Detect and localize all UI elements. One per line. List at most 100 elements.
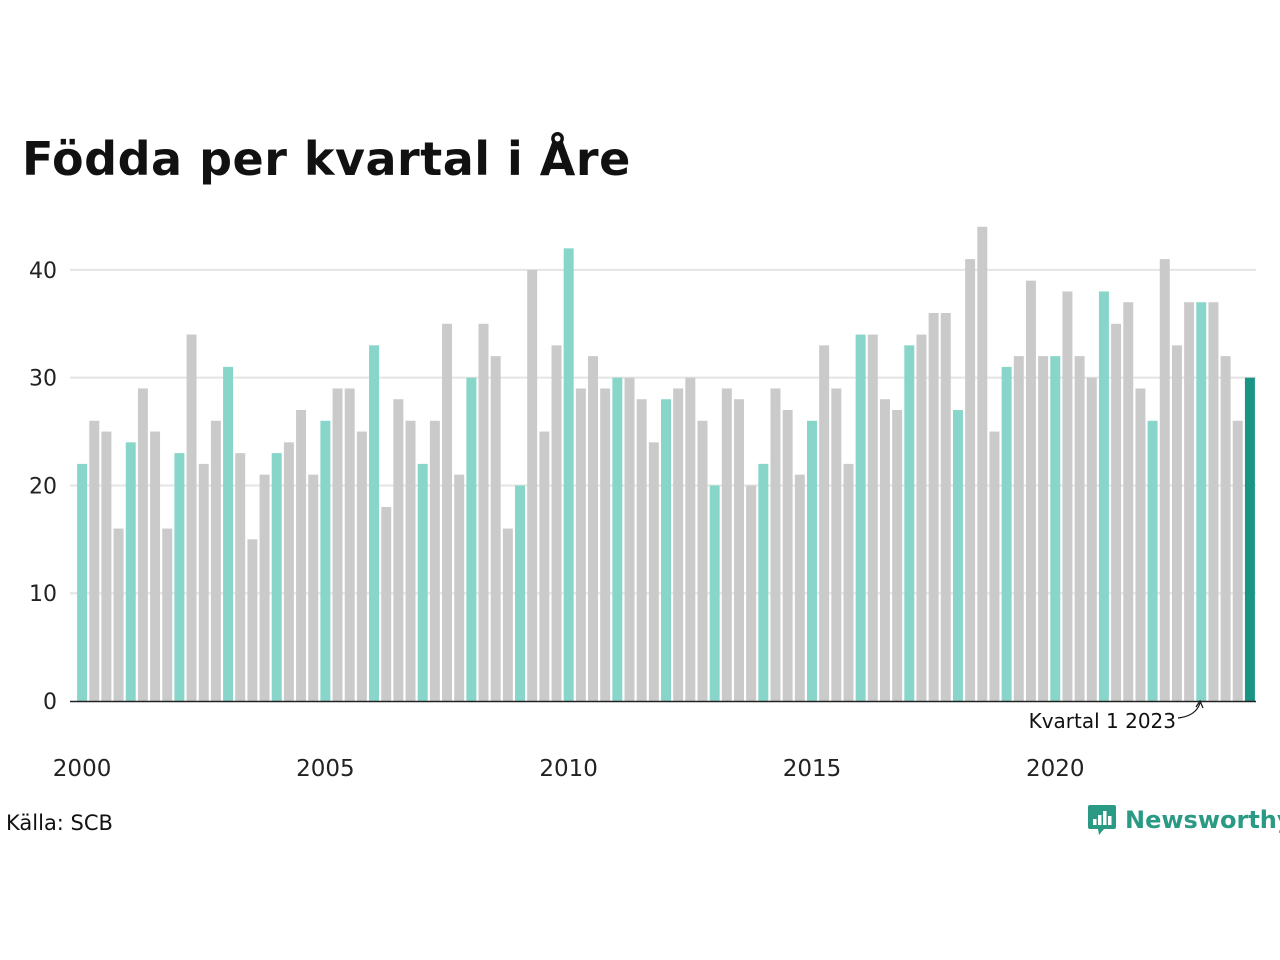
bar <box>125 442 136 701</box>
bar <box>770 388 781 701</box>
bar <box>819 345 830 701</box>
bar <box>600 388 611 701</box>
bar <box>843 463 854 701</box>
bar <box>551 345 562 701</box>
bar <box>478 323 489 701</box>
bar <box>186 334 197 701</box>
bar <box>794 474 805 701</box>
bar <box>661 399 671 701</box>
bar <box>1196 302 1207 701</box>
bar <box>174 453 185 701</box>
bar <box>879 399 890 701</box>
x-tick-label: 2010 <box>539 756 598 782</box>
bar <box>77 463 88 701</box>
bar <box>758 463 769 701</box>
y-axis-ticks: 0 10 20 30 40 <box>29 259 57 715</box>
bar <box>940 313 951 701</box>
bar <box>916 334 927 701</box>
x-tick-label: 2005 <box>296 756 355 782</box>
bar <box>332 388 343 701</box>
bar <box>867 334 878 701</box>
bar <box>381 507 392 701</box>
chart-title: Födda per kvartal i Åre <box>22 132 631 186</box>
bar <box>369 345 380 701</box>
bar <box>588 356 598 701</box>
bar <box>308 474 319 701</box>
bar <box>454 474 465 701</box>
bar <box>1159 259 1170 701</box>
bar <box>247 539 258 701</box>
bar <box>928 313 939 701</box>
bar <box>1147 420 1158 701</box>
bar <box>1171 345 1182 701</box>
bar <box>1220 356 1231 701</box>
y-tick-label: 30 <box>29 367 57 392</box>
bar <box>734 399 744 701</box>
annotation-arrow <box>1177 702 1201 719</box>
bar <box>1013 356 1024 701</box>
bar <box>527 269 538 701</box>
bar <box>575 388 586 701</box>
bar <box>113 528 124 701</box>
bar <box>405 420 416 701</box>
bar <box>393 399 404 701</box>
x-tick-label: 2015 <box>783 756 842 782</box>
bar <box>1244 377 1255 701</box>
bar <box>137 388 148 701</box>
y-tick-label: 10 <box>29 582 57 607</box>
bar <box>1025 280 1036 701</box>
bar <box>271 453 282 701</box>
bar <box>101 431 112 701</box>
bar <box>952 410 963 701</box>
bar <box>965 259 976 701</box>
bar <box>1184 302 1195 701</box>
bar <box>1050 356 1061 701</box>
bar-chart-speech-bubble-icon <box>1088 805 1116 835</box>
bar <box>563 248 574 702</box>
bar <box>1208 302 1219 701</box>
bar <box>1123 302 1134 701</box>
bar <box>624 377 635 701</box>
bar <box>417 463 428 701</box>
bar <box>648 442 659 701</box>
bar <box>1098 291 1109 701</box>
bar <box>1111 323 1122 701</box>
bar <box>636 399 647 701</box>
bar <box>1001 366 1012 701</box>
source-note: Källa: SCB <box>6 811 113 835</box>
bar <box>806 420 817 701</box>
y-tick-label: 40 <box>29 259 57 284</box>
brand-name: Newsworthy <box>1125 806 1280 834</box>
annotation-label: Kvartal 1 2023 <box>1029 709 1176 733</box>
annotation-arrowhead <box>1195 699 1204 709</box>
bar <box>673 388 684 701</box>
bar <box>235 453 246 701</box>
bar <box>162 528 173 701</box>
bar <box>709 485 720 701</box>
y-tick-label: 20 <box>29 474 57 499</box>
bar <box>296 410 307 701</box>
bar <box>685 377 696 701</box>
x-tick-label: 2000 <box>53 756 112 782</box>
bar <box>344 388 355 701</box>
bar <box>855 334 866 701</box>
bars <box>77 226 1255 702</box>
annotation: Kvartal 1 2023 <box>1029 699 1204 733</box>
x-axis-ticks: 2000 2005 2010 2015 2020 <box>53 756 1085 782</box>
bar <box>1038 356 1049 701</box>
bar <box>320 420 331 701</box>
bar <box>515 485 526 701</box>
bar <box>746 485 757 701</box>
bar <box>782 410 793 701</box>
x-tick-label: 2020 <box>1026 756 1085 782</box>
bar <box>1062 291 1073 701</box>
bar <box>442 323 453 701</box>
bar <box>892 410 903 701</box>
bar <box>89 420 100 701</box>
bar <box>1232 420 1243 701</box>
bar <box>904 345 915 701</box>
bar-chart: 0 10 20 30 40 2000 2005 2010 2015 2020 Kvartal 1… <box>29 226 1256 782</box>
bar <box>612 377 623 701</box>
bar <box>831 388 842 701</box>
bar <box>977 226 988 701</box>
